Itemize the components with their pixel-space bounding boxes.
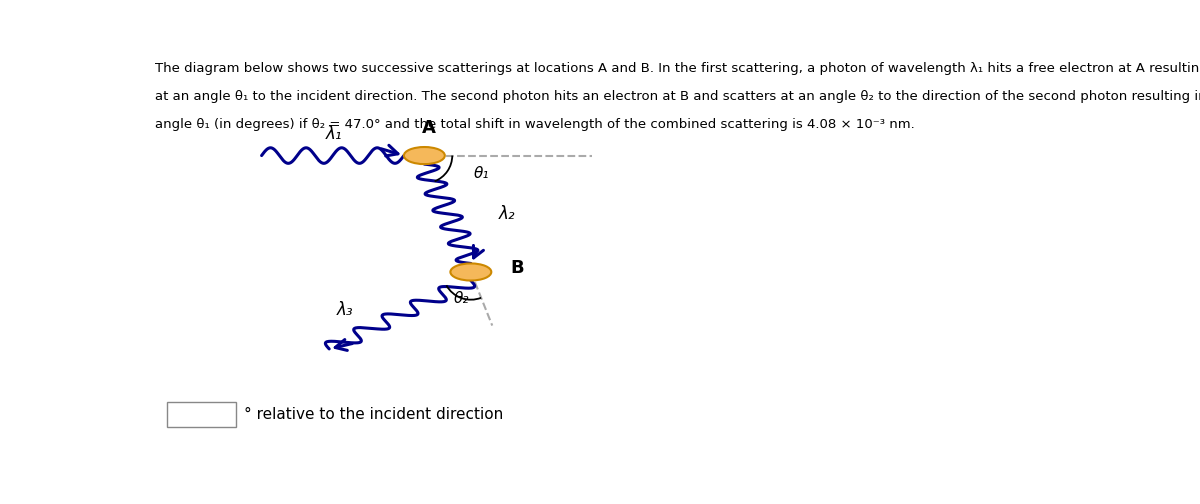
Text: λ₃: λ₃	[337, 301, 354, 320]
Text: θ₂: θ₂	[454, 291, 469, 306]
Circle shape	[404, 147, 445, 164]
Text: at an angle θ₁ to the incident direction. The second photon hits an electron at : at an angle θ₁ to the incident direction…	[155, 90, 1200, 103]
Text: λ₁: λ₁	[325, 125, 342, 143]
Text: B: B	[510, 259, 523, 277]
Text: angle θ₁ (in degrees) if θ₂ = 47.0° and the total shift in wavelength of the com: angle θ₁ (in degrees) if θ₂ = 47.0° and …	[155, 118, 914, 132]
FancyBboxPatch shape	[167, 402, 236, 427]
Text: θ₁: θ₁	[474, 166, 490, 180]
Text: The diagram below shows two successive scatterings at locations A and B. In the : The diagram below shows two successive s…	[155, 62, 1200, 76]
Text: A: A	[422, 119, 436, 137]
Text: ° relative to the incident direction: ° relative to the incident direction	[244, 407, 503, 422]
Text: λ₂: λ₂	[499, 205, 515, 223]
Circle shape	[450, 264, 491, 281]
